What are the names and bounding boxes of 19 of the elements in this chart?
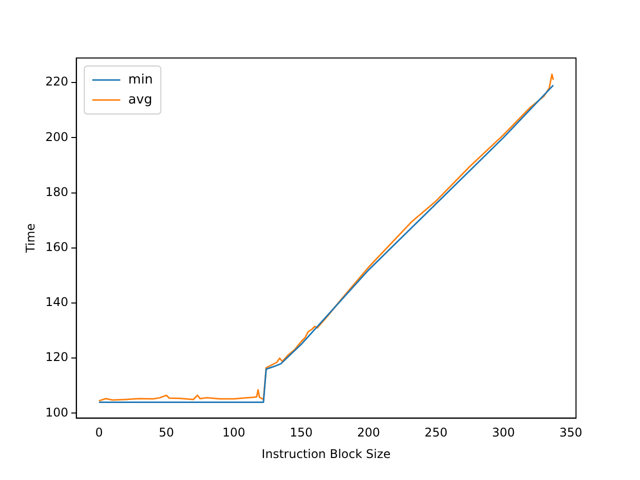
x-axis-title: Instruction Block Size [262, 446, 391, 461]
y-tick-label: 100 [45, 405, 68, 420]
legend-label: min [128, 72, 153, 88]
y-tick-label: 140 [45, 295, 68, 310]
y-tick-label: 180 [45, 184, 68, 199]
legend-label: avg [128, 92, 152, 108]
x-tick-label: 50 [158, 426, 174, 440]
x-tick-label: 0 [95, 426, 103, 440]
y-tick-label: 120 [45, 350, 68, 364]
y-tick-label: 220 [45, 74, 68, 89]
x-tick-label: 150 [290, 426, 313, 440]
x-tick-label: 250 [424, 426, 448, 440]
x-tick-label: 200 [357, 426, 380, 440]
x-tick-label: 350 [559, 426, 582, 440]
y-tick-label: 200 [45, 130, 68, 144]
y-tick-label: 160 [45, 240, 68, 254]
x-tick-label: 100 [222, 426, 246, 440]
y-axis-title: Time [23, 223, 38, 254]
x-tick-label: 300 [492, 426, 515, 440]
